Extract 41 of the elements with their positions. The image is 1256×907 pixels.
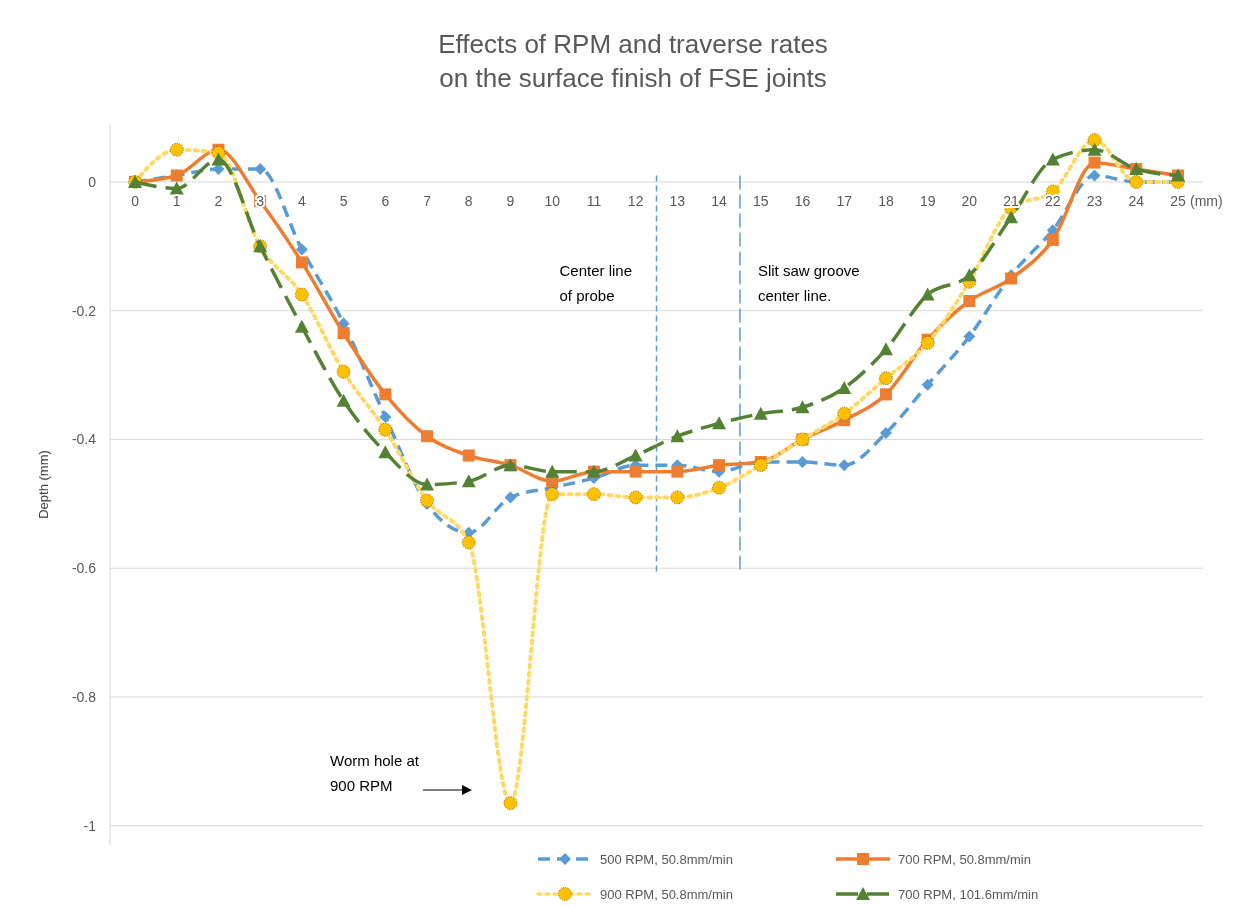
legend-label: 900 RPM, 50.8mm/min	[600, 887, 733, 902]
x-tick-label: 19	[919, 192, 936, 209]
y-tick-label: -1	[83, 817, 97, 834]
x-tick-label: 18	[878, 192, 894, 209]
x-tick-label: 1	[172, 192, 181, 209]
y-tick-label: -0.4	[71, 431, 97, 448]
legend-label: 500 RPM, 50.8mm/min	[600, 852, 733, 867]
x-tick-label: 12	[627, 192, 644, 209]
x-tick-label: 13	[669, 192, 686, 209]
ref-line-label: Slit saw groove center line.	[757, 262, 860, 304]
legend-label: 700 RPM, 50.8mm/min	[898, 852, 1031, 867]
x-axis-title: (mm)	[1189, 192, 1223, 209]
x-tick-label: 2	[214, 192, 223, 209]
x-tick-label: 8	[464, 192, 473, 209]
x-tick-label: 11	[586, 192, 602, 209]
ref-line-label: Center line of probe	[559, 262, 633, 304]
x-tick-label: 3	[256, 192, 265, 209]
legend-label: 700 RPM, 101.6mm/min	[898, 887, 1039, 902]
annotation: Worm hole at 900 RPM	[330, 752, 420, 794]
chart-title: Effects of RPM and traverse rates on the surface finish of FSE joints	[438, 29, 828, 93]
x-tick-label: 10	[544, 192, 561, 209]
x-tick-label: 16	[794, 192, 811, 209]
x-tick-label: 20	[961, 192, 978, 209]
x-tick-label: 0	[131, 192, 140, 209]
y-tick-label: -0.6	[71, 560, 97, 577]
x-tick-label: 4	[298, 192, 306, 209]
x-tick-label: 24	[1128, 192, 1145, 209]
x-tick-label: 15	[753, 192, 769, 209]
x-tick-label: 23	[1086, 192, 1103, 209]
y-tick-label: 0	[88, 173, 97, 190]
y-tick-label: -0.8	[71, 688, 97, 705]
x-tick-label: 7	[423, 192, 432, 209]
x-tick-label: 6	[381, 192, 390, 209]
x-tick-label: 25	[1170, 192, 1186, 209]
x-tick-label: 14	[711, 192, 728, 209]
x-tick-label: 17	[836, 192, 853, 209]
x-tick-label: 9	[506, 192, 515, 209]
x-tick-label: 22	[1045, 192, 1061, 209]
y-tick-label: -0.2	[71, 302, 97, 319]
y-axis-title: Depth (mm)	[36, 450, 51, 519]
x-tick-label: 5	[339, 192, 348, 209]
